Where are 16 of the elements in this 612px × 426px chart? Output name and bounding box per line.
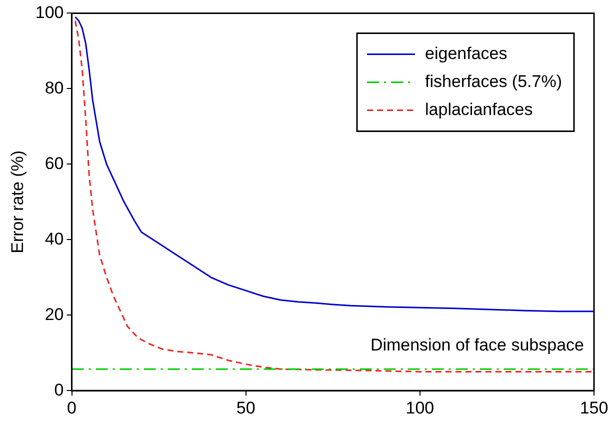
y-tick-label: 20: [44, 304, 64, 324]
legend-label: laplacianfaces: [425, 100, 533, 119]
y-tick-label: 100: [35, 2, 64, 22]
y-tick-label: 0: [54, 380, 64, 400]
legend-label: fisherfaces (5.7%): [425, 72, 562, 91]
x-tick-label: 100: [406, 398, 434, 418]
x-tick-label: 0: [67, 398, 76, 418]
y-tick-label: 60: [44, 154, 64, 173]
line-series: [74, 20, 594, 372]
annotation: Dimension of face subspace: [370, 336, 584, 355]
legend-label: eigenfaces: [425, 44, 508, 63]
x-tick-label: 50: [236, 398, 256, 418]
y-axis-title: Error rate (%): [8, 150, 27, 254]
x-tick-label: 150: [580, 398, 608, 418]
y-tick-label: 40: [44, 229, 64, 248]
y-tick-label: 80: [44, 78, 64, 98]
